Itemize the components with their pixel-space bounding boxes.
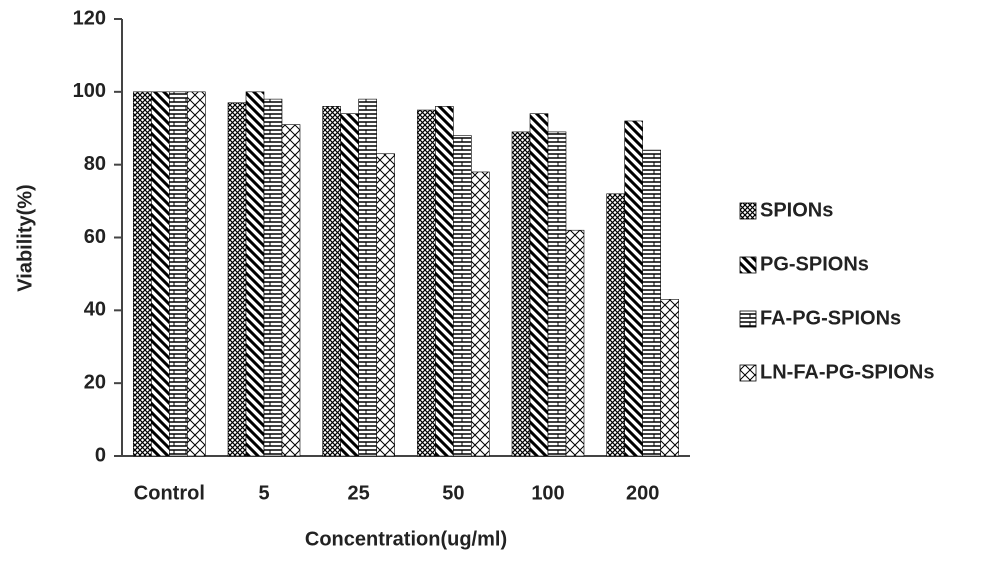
bar: [263, 98, 283, 457]
bar: [322, 106, 341, 457]
x-tick-label: 50: [442, 482, 464, 504]
x-axis-title: Concentration(ug/ml): [305, 528, 507, 550]
y-tick-label: 100: [73, 80, 106, 102]
legend-label: FA-PG-SPIONs: [760, 307, 901, 329]
legend-swatch: [739, 310, 757, 328]
y-axis-title: Viability(%): [14, 184, 36, 291]
bar: [435, 106, 454, 457]
bar: [660, 299, 679, 457]
y-tick-label: 0: [95, 444, 106, 466]
x-tick-label: Control: [134, 482, 205, 504]
bar: [169, 91, 188, 457]
x-tick-label: 5: [258, 482, 269, 504]
bar: [358, 98, 377, 457]
y-tick-label: 120: [73, 7, 106, 29]
legend-label: PG-SPIONs: [760, 253, 869, 275]
bar: [227, 102, 247, 457]
bar: [187, 91, 206, 457]
legend-label: LN-FA-PG-SPIONs: [760, 361, 934, 383]
bar: [471, 171, 490, 457]
x-tick-label: 25: [348, 482, 370, 504]
y-tick-label: 80: [84, 153, 106, 175]
bar: [547, 131, 567, 457]
bar: [340, 113, 359, 457]
bar: [133, 91, 152, 457]
y-tick-label: 40: [84, 299, 106, 321]
legend-swatch: [739, 202, 757, 220]
bar: [624, 120, 643, 457]
legend-label: SPIONs: [760, 199, 833, 221]
bar: [151, 91, 170, 457]
bar: [281, 124, 301, 457]
x-tick-label: 200: [626, 482, 659, 504]
bar: [529, 113, 549, 457]
bar: [245, 91, 265, 457]
bar: [606, 193, 625, 457]
bar: [376, 153, 395, 457]
x-tick-label: 100: [531, 482, 564, 504]
y-tick-label: 20: [84, 371, 106, 393]
legend-swatch: [739, 364, 757, 382]
bar: [417, 109, 436, 457]
y-tick-label: 60: [84, 226, 106, 248]
bar: [511, 131, 531, 457]
bar: [642, 149, 661, 457]
legend-swatch: [739, 256, 757, 274]
bar: [453, 135, 472, 457]
bar: [565, 229, 585, 457]
